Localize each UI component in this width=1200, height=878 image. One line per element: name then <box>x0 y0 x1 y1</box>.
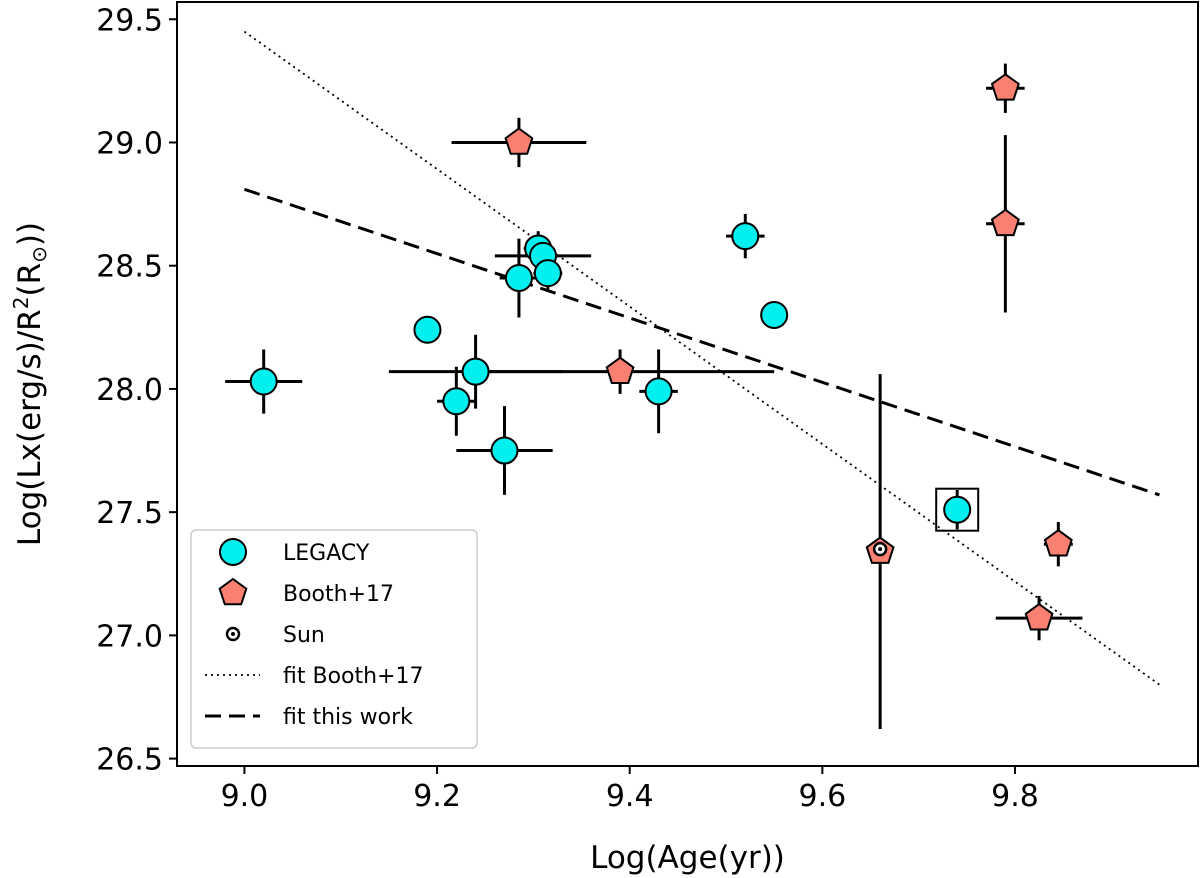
legacy-point <box>442 387 471 416</box>
legacy-point <box>249 367 278 396</box>
y-axis-label-sub: ⊙ <box>27 246 51 263</box>
y-axis-label: Log(Lx(erg/s)/R2(R⊙)) <box>9 222 51 546</box>
booth-point <box>990 73 1020 101</box>
x-axis-label: Log(Age(yr)) <box>590 840 785 876</box>
legacy-point <box>760 300 789 329</box>
y-axis-label-mid: (R <box>12 263 48 297</box>
x-tick-label: 9.0 <box>221 779 269 814</box>
legend-marker-pentagon <box>218 577 248 606</box>
y-axis-label-sup: 2 <box>9 297 33 310</box>
y-tick-label: 26.5 <box>96 743 163 778</box>
legend-label: Sun <box>283 623 325 648</box>
booth-point <box>1024 602 1054 631</box>
legacy-point <box>504 264 533 293</box>
legacy-point <box>461 357 490 386</box>
booth-point <box>990 208 1020 237</box>
highlight-box <box>935 487 980 532</box>
legend-marker-circle <box>219 538 247 566</box>
booth-point <box>605 356 635 384</box>
legacy-point <box>644 377 673 406</box>
legacy-point <box>533 259 562 288</box>
y-axis-label-main: Log(Lx(erg/s)/R <box>12 309 48 546</box>
legacy-point <box>943 495 972 524</box>
y-tick-label: 28.0 <box>96 373 163 408</box>
booth-point <box>1043 528 1073 557</box>
legacy-point <box>490 436 519 465</box>
y-tick-label: 27.5 <box>96 496 163 531</box>
x-tick-label: 9.4 <box>606 779 654 814</box>
fit-lines <box>243 30 1160 686</box>
y-tick-label: 27.0 <box>96 619 163 654</box>
legacy-point <box>413 315 442 344</box>
legend-label: fit Booth+17 <box>283 664 424 689</box>
x-tick-label: 9.6 <box>798 779 846 814</box>
axis-ticks: 9.0 9.2 9.4 9.6 9.8 26.5 27.0 27.5 28.0 28.5 29.0 2… <box>96 3 1039 814</box>
x-tick-label: 9.8 <box>991 779 1039 814</box>
legend-label: fit this work <box>283 705 413 730</box>
data-markers <box>249 73 1073 631</box>
plot-frame <box>176 1 1199 767</box>
fit-this-work-line <box>243 187 1160 497</box>
legend-marker-sun-dot <box>231 632 235 636</box>
fit-booth-line <box>243 30 1160 686</box>
legend-label: Booth+17 <box>283 582 394 607</box>
y-tick-label: 29.0 <box>96 126 163 161</box>
y-tick-label: 28.5 <box>96 250 163 285</box>
y-tick-label: 29.5 <box>96 3 163 38</box>
legend: LEGACY Booth+17 Sun fit Booth+17 fit this wo… <box>190 529 478 749</box>
y-axis-label-end: )) <box>12 222 48 246</box>
legend-label: LEGACY <box>283 541 370 566</box>
x-tick-label: 9.2 <box>413 779 461 814</box>
legacy-point <box>731 222 760 251</box>
legend-box <box>190 529 478 749</box>
sun-point-dot <box>878 547 883 552</box>
booth-point <box>504 127 534 155</box>
